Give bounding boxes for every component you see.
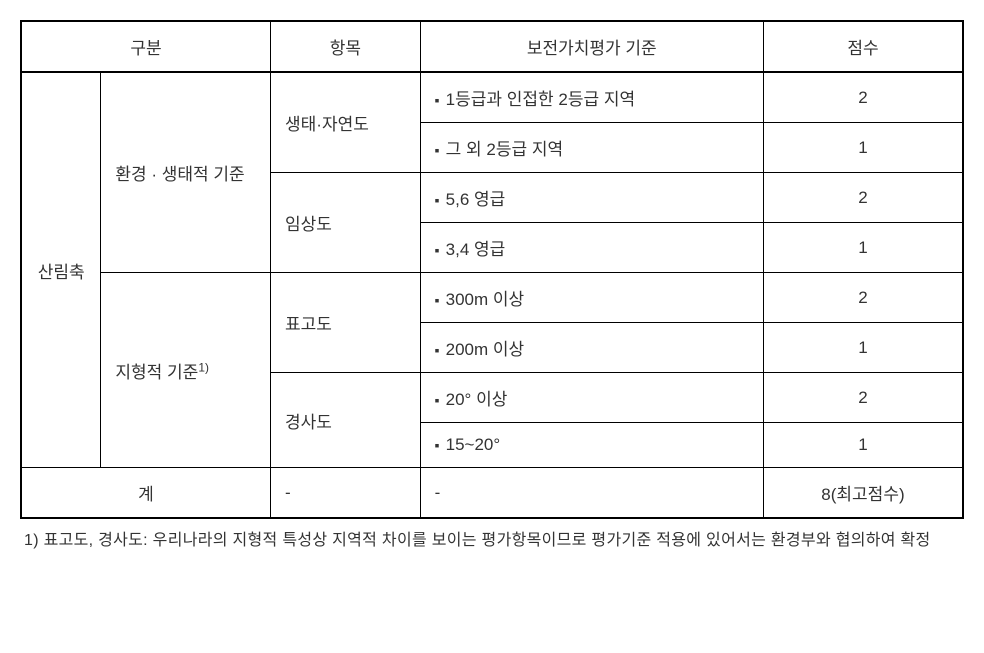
score-cell: 2 bbox=[763, 173, 963, 223]
criteria-cell: 1등급과 인접한 2등급 지역 bbox=[420, 72, 763, 123]
evaluation-table: 구분 항목 보전가치평가 기준 점수 산림축 환경 · 생태적 기준 생태·자연… bbox=[20, 20, 964, 519]
evaluation-table-container: 구분 항목 보전가치평가 기준 점수 산림축 환경 · 생태적 기준 생태·자연… bbox=[20, 20, 964, 519]
criteria-cell: 3,4 영급 bbox=[420, 223, 763, 273]
total-item: - bbox=[271, 468, 421, 519]
group-name: 지형적 기준 bbox=[115, 363, 198, 382]
total-criteria: - bbox=[420, 468, 763, 519]
criteria-cell: 5,6 영급 bbox=[420, 173, 763, 223]
score-cell: 2 bbox=[763, 72, 963, 123]
criteria-text: 1등급과 인접한 2등급 지역 bbox=[435, 90, 635, 109]
header-item: 항목 bbox=[271, 21, 421, 72]
group-cell: 환경 · 생태적 기준 bbox=[101, 72, 271, 273]
criteria-cell: 그 외 2등급 지역 bbox=[420, 123, 763, 173]
criteria-text: 3,4 영급 bbox=[435, 240, 506, 259]
table-row: 산림축 환경 · 생태적 기준 생태·자연도 1등급과 인접한 2등급 지역 2 bbox=[21, 72, 963, 123]
header-criteria: 보전가치평가 기준 bbox=[420, 21, 763, 72]
score-cell: 1 bbox=[763, 223, 963, 273]
criteria-cell: 20° 이상 bbox=[420, 373, 763, 423]
criteria-text: 200m 이상 bbox=[435, 340, 525, 359]
criteria-text: 5,6 영급 bbox=[435, 190, 506, 209]
criteria-text: 그 외 2등급 지역 bbox=[435, 140, 563, 159]
score-cell: 2 bbox=[763, 273, 963, 323]
item-cell: 경사도 bbox=[271, 373, 421, 468]
table-header-row: 구분 항목 보전가치평가 기준 점수 bbox=[21, 21, 963, 72]
header-score: 점수 bbox=[763, 21, 963, 72]
total-label: 계 bbox=[21, 468, 271, 519]
criteria-text: 15~20° bbox=[435, 435, 501, 454]
item-cell: 임상도 bbox=[271, 173, 421, 273]
table-total-row: 계 - - 8(최고점수) bbox=[21, 468, 963, 519]
score-cell: 2 bbox=[763, 373, 963, 423]
criteria-cell: 300m 이상 bbox=[420, 273, 763, 323]
criteria-text: 20° 이상 bbox=[435, 390, 508, 409]
item-cell: 생태·자연도 bbox=[271, 72, 421, 173]
item-cell: 표고도 bbox=[271, 273, 421, 373]
footnote-text: 1) 표고도, 경사도: 우리나라의 지형적 특성상 지역적 차이를 보이는 평… bbox=[20, 527, 964, 556]
header-gubun: 구분 bbox=[21, 21, 271, 72]
criteria-cell: 15~20° bbox=[420, 423, 763, 468]
score-cell: 1 bbox=[763, 423, 963, 468]
score-cell: 1 bbox=[763, 123, 963, 173]
criteria-cell: 200m 이상 bbox=[420, 323, 763, 373]
footnote-mark: 1) bbox=[198, 360, 209, 374]
score-cell: 1 bbox=[763, 323, 963, 373]
table-row: 지형적 기준1) 표고도 300m 이상 2 bbox=[21, 273, 963, 323]
criteria-text: 300m 이상 bbox=[435, 290, 525, 309]
group-cell: 지형적 기준1) bbox=[101, 273, 271, 468]
axis-cell: 산림축 bbox=[21, 72, 101, 468]
total-score: 8(최고점수) bbox=[763, 468, 963, 519]
